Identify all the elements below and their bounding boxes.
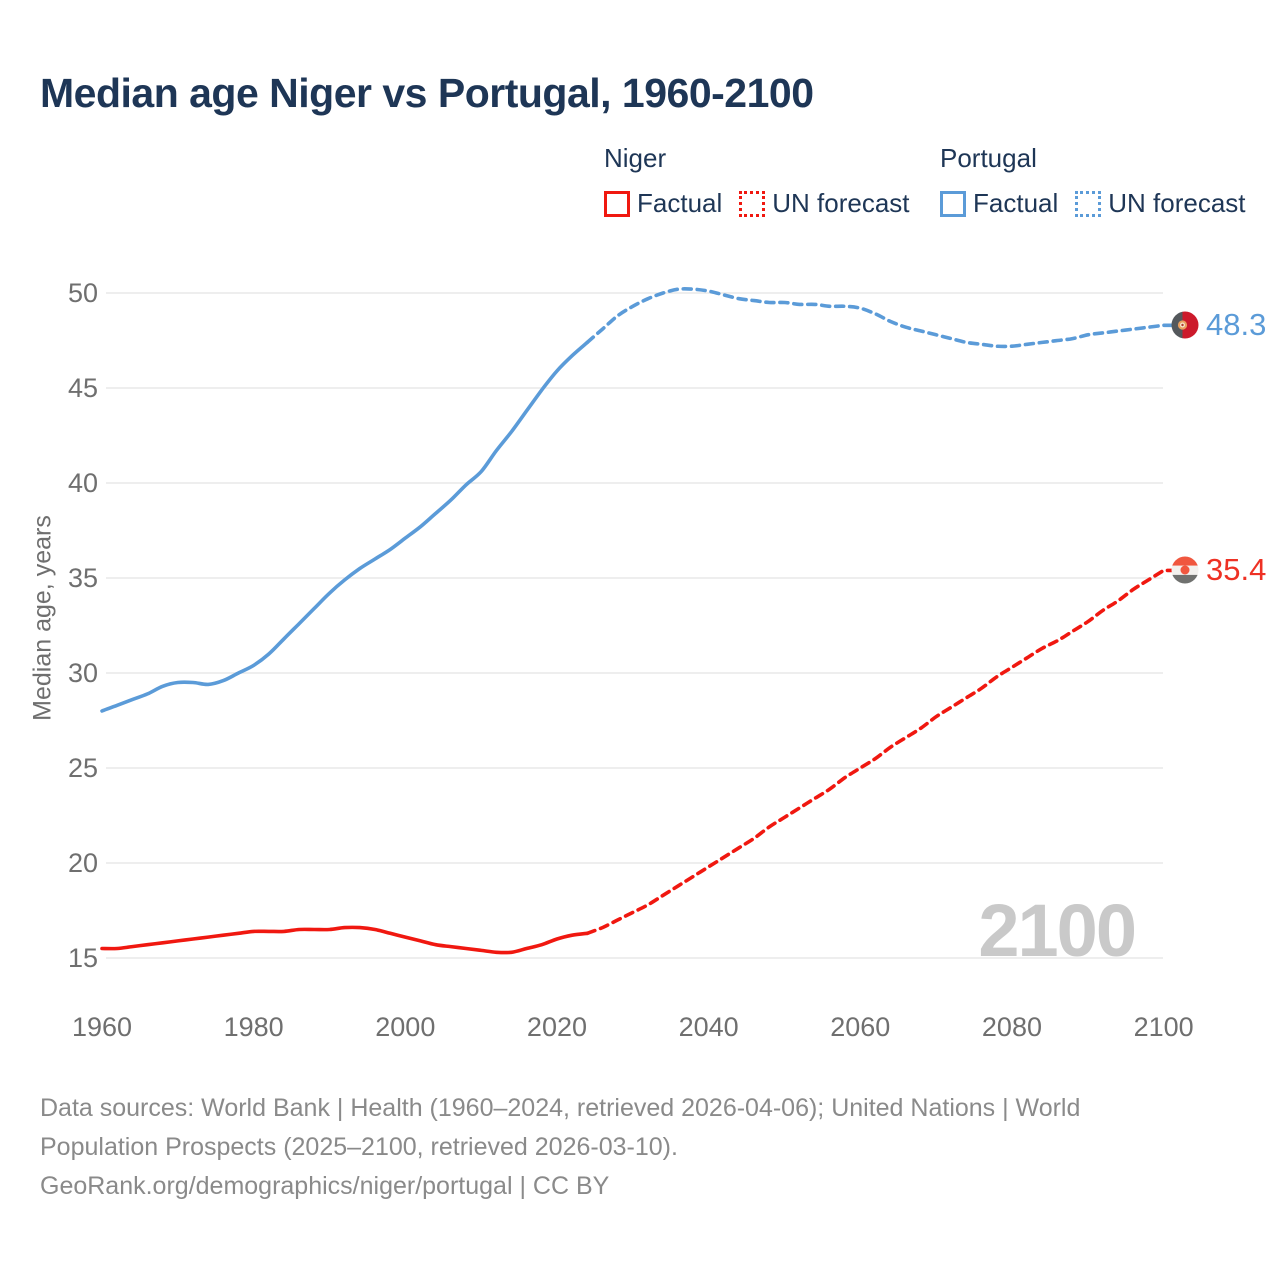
y-axis-title: Median age, years — [28, 515, 57, 721]
series-line-portugal-un-forecast — [585, 287, 1174, 349]
legend-group-portugal: Portugal Factual UN forecast — [940, 143, 1246, 219]
legend-item-niger-forecast: UN forecast — [739, 188, 910, 219]
footer-line-attribution: GeoRank.org/demographics/niger/portugal … — [40, 1172, 610, 1200]
x-tick-label: 2000 — [375, 1012, 436, 1042]
series-line-niger-factual — [100, 925, 590, 955]
x-tick-label: 2100 — [1133, 1012, 1194, 1042]
niger-factual-swatch-icon — [604, 190, 630, 217]
legend-title-portugal: Portugal — [940, 143, 1037, 173]
legend-row-portugal: Factual UN forecast — [940, 188, 1246, 219]
y-tick-label: 50 — [67, 278, 98, 308]
legend-label-portugal-factual: Factual — [973, 188, 1059, 218]
y-tick-label: 20 — [67, 848, 98, 878]
legend-label-niger-factual: Factual — [637, 188, 723, 218]
legend-label-niger-forecast: UN forecast — [772, 188, 910, 218]
watermark-year: 2100 — [978, 889, 1137, 972]
portugal-flag-icon — [1171, 311, 1199, 339]
legend-item-portugal-factual: Factual — [940, 188, 1058, 219]
x-tick-label: 2080 — [981, 1012, 1042, 1042]
footer-line-sources: Data sources: World Bank | Health (1960–… — [40, 1094, 1081, 1122]
x-tick-label: 2060 — [830, 1012, 891, 1042]
legend-group-niger: Niger Factual UN forecast — [604, 143, 910, 219]
niger-flag-icon — [1171, 556, 1199, 584]
legend-row-niger: Factual UN forecast — [604, 188, 910, 219]
legend-title-niger: Niger — [604, 143, 667, 173]
niger-forecast-swatch-icon — [739, 190, 766, 217]
gridlines — [106, 292, 1163, 959]
y-tick-label: 45 — [67, 373, 98, 403]
legend-item-niger-factual: Factual — [604, 188, 722, 219]
legend-item-portugal-forecast: UN forecast — [1075, 188, 1246, 219]
chart-title: Median age Niger vs Portugal, 1960-2100 — [40, 70, 814, 116]
y-tick-label: 25 — [67, 753, 98, 783]
portugal-factual-swatch-icon — [940, 190, 966, 217]
series-lines — [100, 287, 1174, 955]
y-tick-label: 30 — [67, 658, 98, 688]
y-tick-label: 35 — [67, 563, 98, 593]
x-tick-label: 1980 — [223, 1012, 284, 1042]
niger-value-label: 35.4 — [1206, 552, 1267, 587]
series-line-niger-un-forecast — [585, 568, 1174, 936]
y-tick-label: 15 — [67, 943, 98, 973]
portugal-forecast-swatch-icon — [1075, 190, 1102, 217]
y-tick-label: 40 — [67, 468, 98, 498]
legend-label-portugal-forecast: UN forecast — [1108, 188, 1246, 218]
series-line-portugal-factual — [100, 340, 590, 713]
x-tick-label: 2020 — [526, 1012, 587, 1042]
portugal-value-label: 48.3 — [1206, 307, 1267, 342]
footer-line-sources-2: Population Prospects (2025–2100, retriev… — [40, 1133, 678, 1161]
footer: Data sources: World Bank | Health (1960–… — [40, 1089, 1080, 1206]
x-tick-label: 1960 — [71, 1012, 133, 1042]
x-tick-label: 2040 — [678, 1012, 739, 1042]
